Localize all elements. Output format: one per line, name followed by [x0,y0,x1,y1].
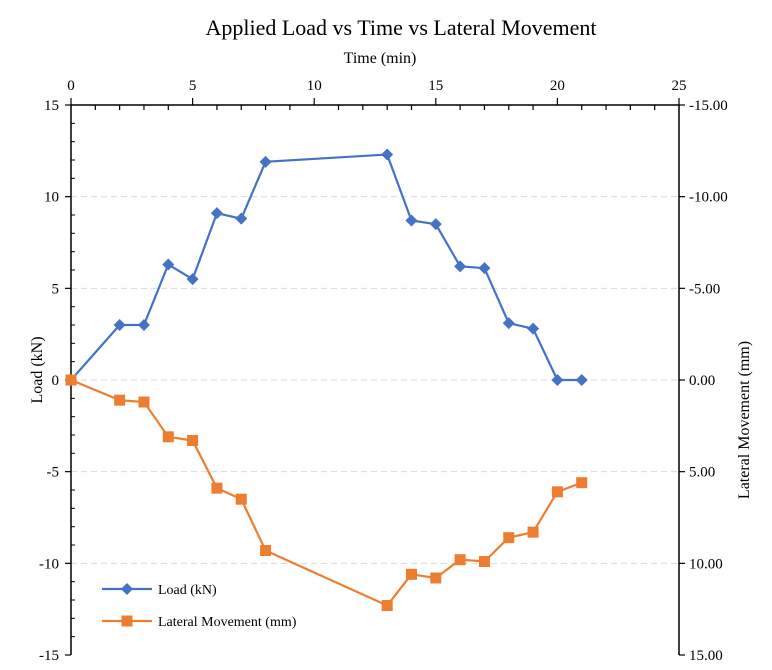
series-load [65,148,588,386]
data-point [454,260,467,273]
y2-tick-label: -10.00 [689,190,728,206]
data-point [235,212,248,225]
y-axis-title: Load (kN) [29,336,46,403]
y2-tick-label: 10.00 [689,556,723,572]
data-point [429,218,442,231]
data-point [137,319,150,331]
data-point [138,396,150,408]
data-point [210,207,223,220]
data-point [381,148,394,161]
y-tick-label: 15 [44,98,59,114]
data-point [551,374,564,386]
y2-tick-label: 5.00 [689,465,715,481]
data-point [114,394,126,406]
data-point [162,258,175,271]
data-point [405,214,418,227]
gridlines [71,196,679,564]
data-point [454,554,466,566]
data-point [235,493,247,505]
legend-label: Lateral Movement (mm) [158,615,297,630]
data-point [576,477,588,489]
y2-axis-title: Lateral Movement (mm) [736,341,753,499]
legend-marker [121,615,133,627]
data-point [575,374,588,386]
data-point [113,319,126,331]
data-point [260,545,272,556]
x-tick-label: 0 [67,78,75,94]
y-tick-label: 5 [52,281,60,297]
y2-tick-label: 0.00 [689,373,715,389]
data-point [503,532,515,544]
data-point [502,317,515,330]
y-tick-label: -10 [39,556,59,572]
data-point [211,482,223,494]
x-tick-label: 20 [550,78,565,94]
legend-label: Load (kN) [158,583,217,598]
data-point [527,526,539,538]
y2-tick-label: 15.00 [689,648,723,664]
x-tick-label: 5 [189,78,197,94]
legend: Load (kN) Lateral Movement (mm) [102,583,297,630]
chart-title: Applied Load vs Time vs Lateral Movement [205,15,596,40]
series-layer [65,148,588,611]
data-point [381,600,393,611]
series-lateral-movement [65,374,588,611]
y2-tick-label: -15.00 [689,98,728,114]
data-point [187,435,199,446]
data-point [478,262,491,275]
data-point [430,572,442,584]
data-point [65,374,77,386]
data-point [405,568,417,580]
data-point [527,322,540,335]
data-point [478,556,490,567]
x-tick-label: 25 [672,78,687,94]
data-point [259,155,272,168]
x-axis-title: Time (min) [344,50,417,67]
tick-labels: 0 5 10 15 20 25 15 10 5 0 -5 -10 -15 -15.00 -10.00 -5.0… [39,78,728,664]
x-tick-label: 15 [428,78,443,94]
series-line [70,378,583,607]
data-point [162,431,174,443]
y-tick-label: -15 [39,648,59,664]
legend-marker [121,583,133,595]
y2-tick-label: -5.00 [689,281,720,297]
data-point [186,273,199,286]
y-tick-label: 0 [52,373,60,389]
series-line [70,153,582,382]
data-point [551,486,563,498]
y-tick-label: 10 [44,190,59,206]
x-tick-label: 10 [307,78,322,94]
y-tick-label: -5 [47,465,60,481]
tick-marks [65,98,685,656]
